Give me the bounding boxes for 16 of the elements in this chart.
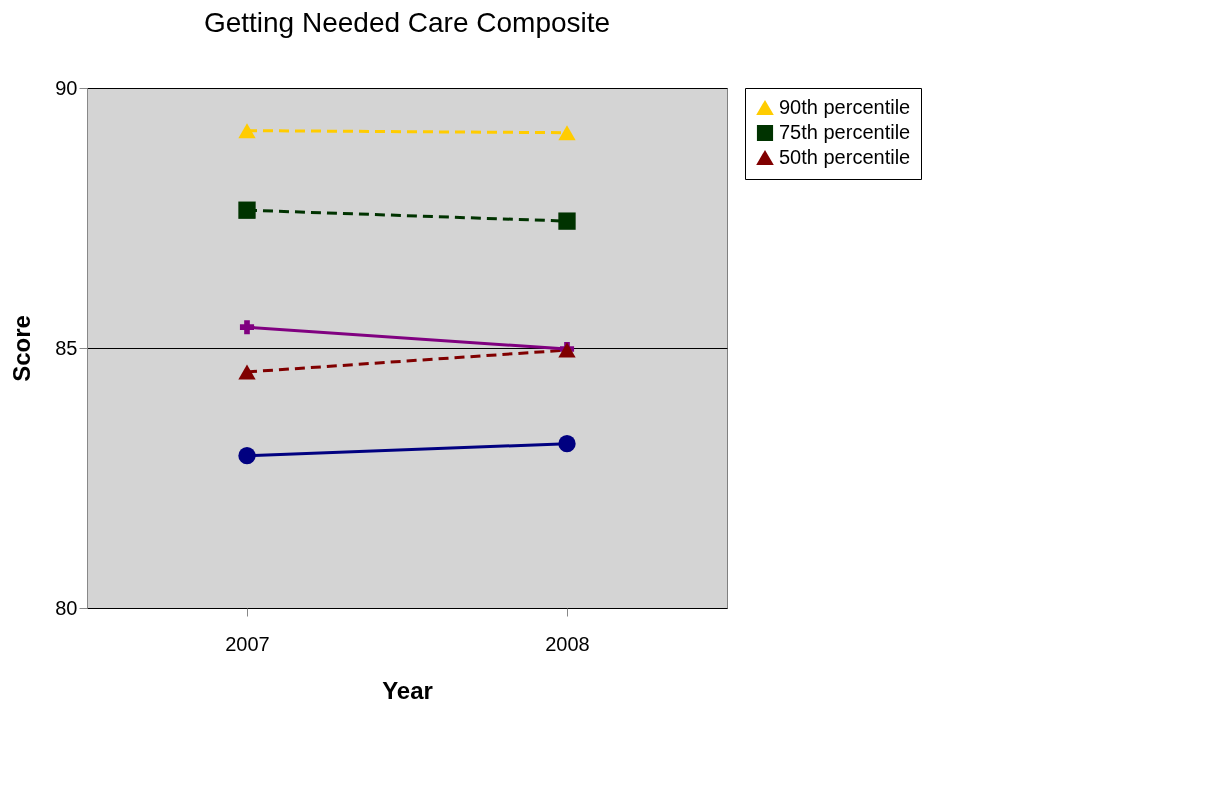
point — [239, 320, 255, 335]
x-tick-label: 2007 — [225, 632, 270, 655]
y-tick-label: 90 — [55, 76, 78, 99]
legend-label: 90th percentile — [779, 96, 911, 118]
point — [558, 435, 576, 453]
point — [238, 201, 256, 219]
x-tick-label: 2008 — [545, 632, 590, 655]
x-axis-title: Year — [382, 676, 433, 704]
y-tick-label: 80 — [55, 596, 78, 619]
legend-label: 75th percentile — [779, 121, 911, 143]
point — [238, 447, 256, 465]
legend-label: 50th percentile — [779, 146, 911, 168]
chart-title: Getting Needed Care Composite — [203, 7, 611, 38]
y-tick-label: 85 — [55, 336, 78, 359]
y-axis-title: Score — [8, 315, 36, 382]
point — [558, 212, 576, 230]
